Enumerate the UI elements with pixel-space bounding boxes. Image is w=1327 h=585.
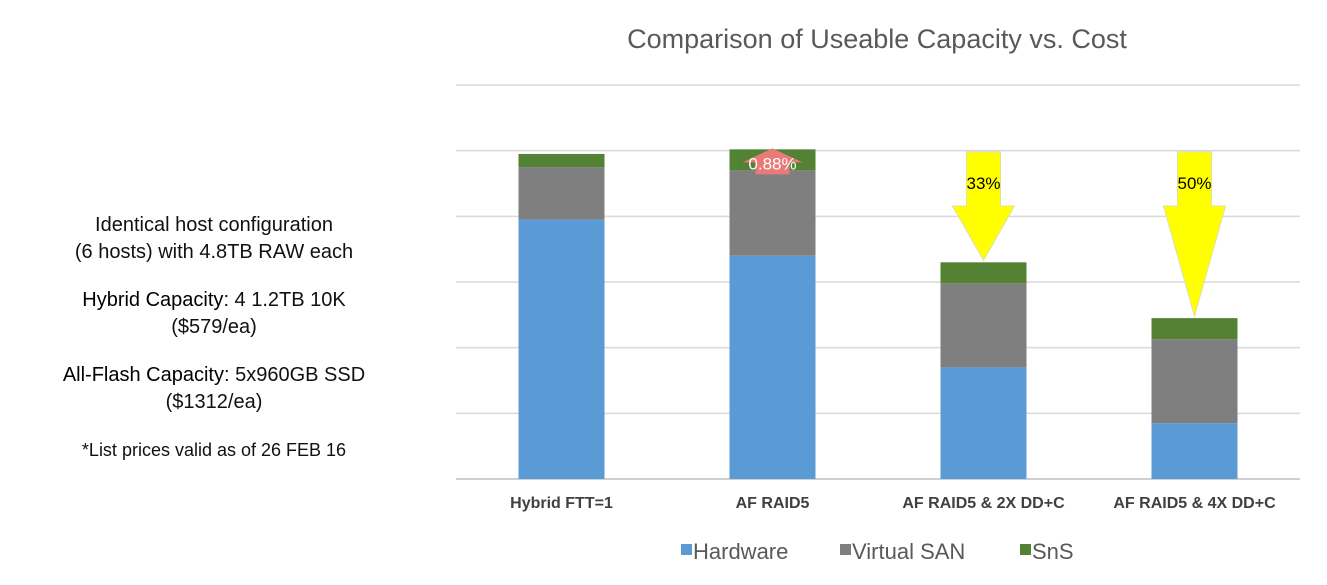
annotation-label: 33% [966, 174, 1000, 193]
bar-virtual-san-3 [1151, 339, 1238, 424]
legend-label: Virtual SAN [852, 539, 965, 564]
annotation-label: 0.88% [748, 154, 796, 173]
legend-label: Hardware [693, 539, 788, 564]
chart-title: Comparison of Useable Capacity vs. Cost [627, 24, 1127, 54]
legend-label: SnS [1032, 539, 1074, 564]
x-tick-label: Hybrid FTT=1 [510, 495, 613, 512]
legend-swatch [840, 544, 851, 555]
config-line-2: (6 hosts) with 4.8TB RAW each [74, 241, 354, 263]
bars [518, 149, 1238, 479]
flash-capacity-label: All-Flash Capacity [62, 364, 224, 386]
flash-capacity-price: ($1312/ea) [165, 391, 263, 413]
hybrid-capacity-value: : 4 1.2TB 10K [223, 289, 346, 311]
bar-hardware-3 [1151, 423, 1238, 479]
annotation-label: 50% [1177, 174, 1211, 193]
annotations: 0.88% 33% 50% [742, 148, 1227, 318]
hybrid-capacity-label: Hybrid Capacity [82, 289, 224, 311]
bar-virtual-san-1 [729, 170, 816, 256]
x-tick-label: AF RAID5 & 4X DD+C [1113, 495, 1276, 512]
legend-swatch [681, 544, 692, 555]
side-notes: Identical host configuration (6 hosts) w… [14, 212, 414, 485]
bar-sns-2 [940, 262, 1027, 284]
config-line-1: Identical host configuration [95, 214, 333, 236]
config-description: Identical host configuration (6 hosts) w… [14, 212, 414, 266]
bar-hardware-1 [729, 255, 816, 479]
x-axis-tick-labels: Hybrid FTT=1 AF RAID5 AF RAID5 & 2X DD+C AF… [510, 495, 1276, 512]
flash-capacity-value: : 5x960GB SSD [223, 364, 366, 386]
price-footnote: *List prices valid as of 26 FEB 16 [81, 440, 347, 460]
decrease-arrow-icon [1162, 151, 1227, 318]
bar-virtual-san-2 [940, 283, 1027, 368]
flash-capacity-note: All-Flash Capacity: 5x960GB SSD ($1312/e… [14, 362, 414, 416]
bar-hardware-0 [518, 219, 605, 479]
x-tick-label: AF RAID5 & 2X DD+C [902, 495, 1065, 512]
decrease-arrow-icon [951, 151, 1016, 262]
legend-swatch [1020, 544, 1031, 555]
x-tick-label: AF RAID5 [736, 495, 810, 512]
bar-virtual-san-0 [518, 167, 605, 220]
legend: Hardware Virtual SAN SnS [681, 539, 1074, 564]
bar-sns-0 [518, 153, 605, 168]
bar-sns-3 [1151, 318, 1238, 340]
bar-hardware-2 [940, 367, 1027, 479]
hybrid-capacity-note: Hybrid Capacity: 4 1.2TB 10K ($579/ea) [14, 287, 414, 341]
hybrid-capacity-price: ($579/ea) [171, 316, 257, 338]
increase-arrow-icon [742, 148, 803, 175]
